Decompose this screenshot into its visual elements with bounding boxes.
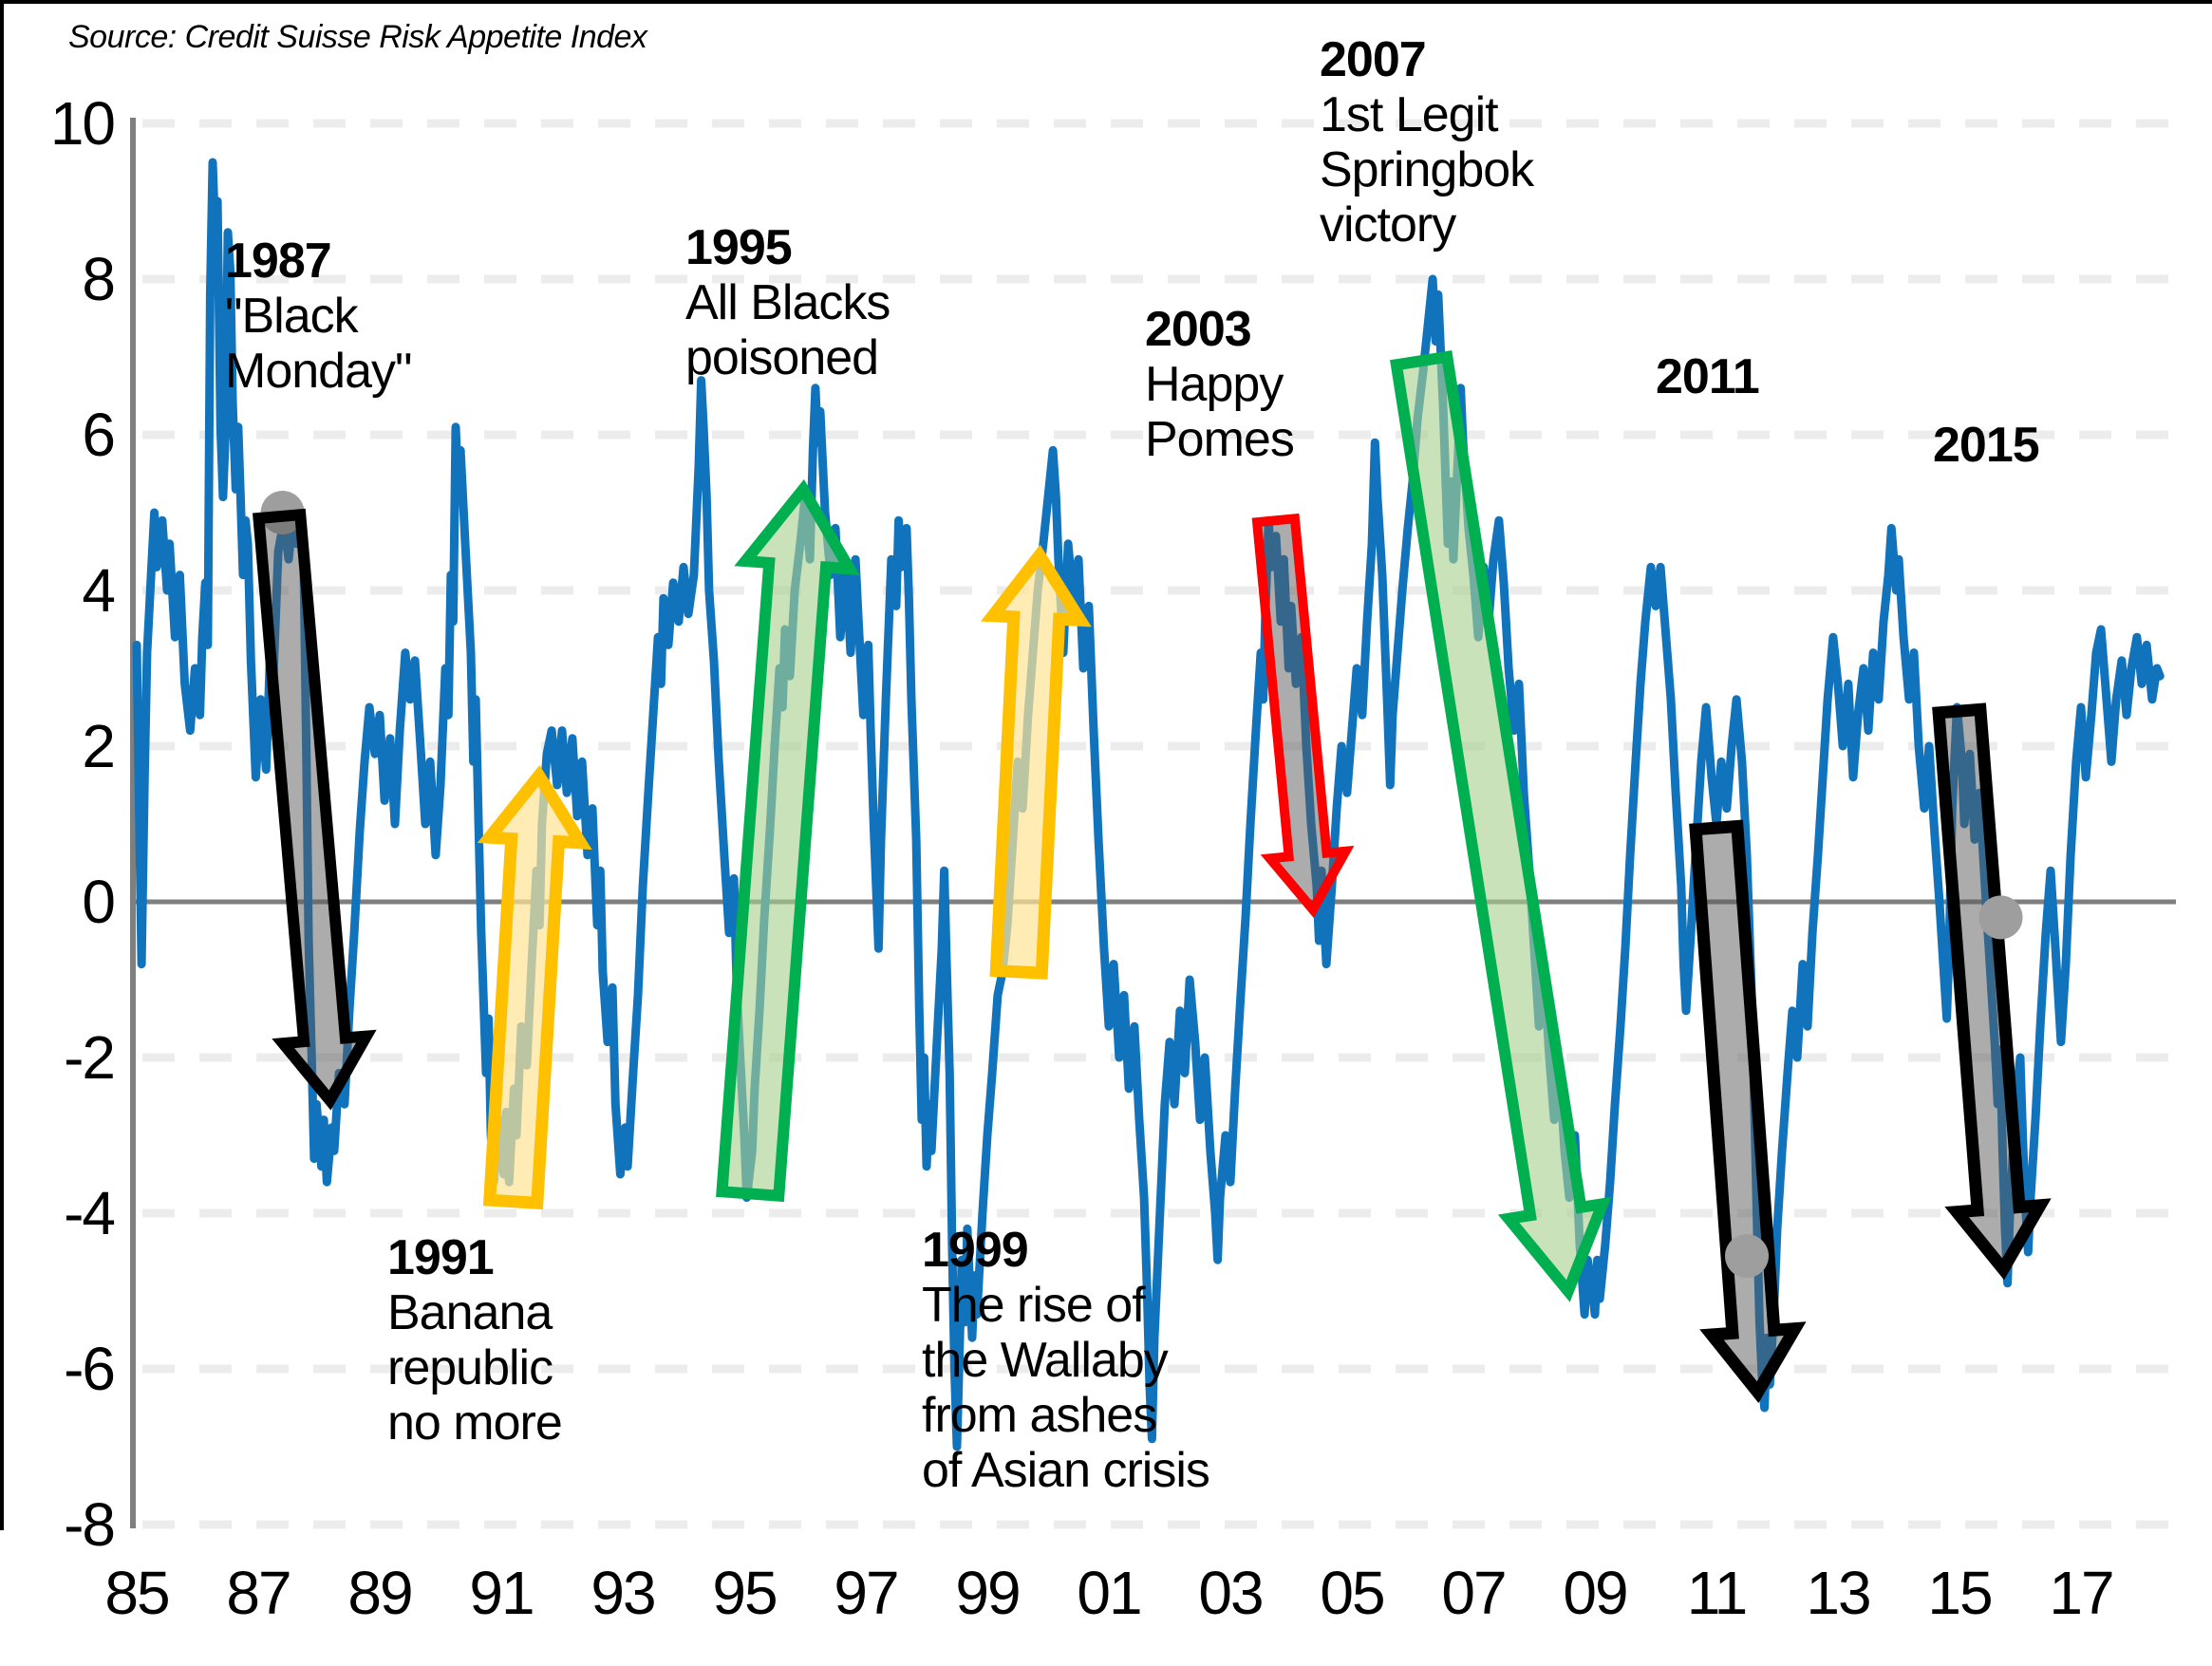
- arrow-1999-rise-of-the-wallaby: [981, 544, 1092, 980]
- x-axis-label: 91: [469, 1559, 533, 1627]
- annotation-1999-year: 1999: [922, 1223, 1028, 1278]
- annotation-1987-text: Monday": [225, 344, 411, 399]
- arrow-1987-black-monday: [253, 508, 377, 1111]
- x-axis-label: 13: [1806, 1559, 1869, 1627]
- x-axis-label: 03: [1198, 1559, 1262, 1627]
- annotation-1991-year: 1991: [387, 1230, 494, 1285]
- arrow-1991-banana-republic-no-more: [477, 764, 592, 1210]
- y-axis-label: 0: [82, 868, 114, 936]
- annotation-1991-text: Banana: [387, 1285, 553, 1340]
- arrow-2007-first-legit-springbok-victory: [1390, 350, 1612, 1302]
- annotation-2007-text: victory: [1320, 197, 1456, 253]
- annotation-1995-text: poisoned: [685, 330, 878, 385]
- annotation-1991-text: republic: [387, 1340, 553, 1395]
- top-border-line: [0, 0, 2212, 4]
- x-axis-label: 15: [1927, 1559, 1991, 1627]
- left-border-line: [0, 0, 4, 1530]
- annotation-1999-text: The rise of: [922, 1278, 1146, 1333]
- annotation-1999-text: the Wallaby: [922, 1333, 1169, 1388]
- x-axis-label: 11: [1687, 1559, 1746, 1627]
- source-note: Source: Credit Suisse Risk Appetite Inde…: [68, 19, 647, 55]
- annotation-2015-year: 2015: [1933, 418, 2039, 473]
- annotation-2007-text: 1st Legit: [1320, 87, 1499, 142]
- risk-appetite-series-line: [132, 158, 2165, 1451]
- annotation-2007-text: Springbok: [1320, 142, 1535, 197]
- y-axis-label: -2: [64, 1023, 114, 1092]
- x-axis-label: 85: [104, 1559, 168, 1627]
- y-axis-label: 4: [82, 556, 114, 625]
- y-axis-label: 6: [82, 401, 114, 469]
- annotation-1987-year: 1987: [225, 234, 331, 289]
- annotation-2011-year: 2011: [1656, 349, 1759, 404]
- event-marker-dot: [1978, 895, 2023, 940]
- y-axis-label: 8: [82, 245, 114, 313]
- x-axis-label: 95: [712, 1559, 776, 1627]
- arrow-2011-crash: [1689, 819, 1807, 1404]
- x-axis-label: 05: [1320, 1559, 1383, 1627]
- arrow-1995-all-blacks-poisoned: [716, 478, 860, 1203]
- x-axis-label: 09: [1563, 1559, 1626, 1627]
- x-axis-label: 87: [226, 1559, 290, 1627]
- annotation-1995-text: All Blacks: [685, 275, 890, 330]
- x-axis-label: 99: [955, 1559, 1019, 1627]
- y-axis-label: -8: [64, 1490, 114, 1559]
- x-axis-label: 93: [590, 1559, 654, 1627]
- y-axis-label: 2: [82, 712, 114, 780]
- annotation-1999-text: from ashes: [922, 1388, 1156, 1443]
- annotation-1987-text: "Black: [225, 289, 360, 344]
- y-axis-label: 10: [50, 89, 115, 158]
- annotation-1995-year: 1995: [685, 220, 792, 275]
- y-axis-label: -4: [64, 1179, 114, 1247]
- x-axis-label: 89: [347, 1559, 411, 1627]
- annotation-2007-year: 2007: [1320, 32, 1426, 87]
- x-axis-label: 01: [1077, 1559, 1140, 1627]
- annotation-2003-text: Pomes: [1145, 412, 1294, 467]
- arrow-2015-crash: [1932, 702, 2052, 1281]
- annotation-2003-text: Happy: [1145, 357, 1284, 412]
- arrow-2003-happy-pomes: [1251, 513, 1355, 918]
- x-axis-label: 17: [2049, 1559, 2112, 1627]
- annotation-1991-text: no more: [387, 1395, 562, 1451]
- y-axis-label: -6: [64, 1335, 114, 1403]
- x-axis-label: 97: [834, 1559, 897, 1627]
- annotation-1999-text: of Asian crisis: [922, 1443, 1209, 1498]
- annotation-2003-year: 2003: [1145, 302, 1251, 357]
- x-axis-label: 07: [1441, 1559, 1505, 1627]
- event-marker-dot: [1725, 1234, 1769, 1279]
